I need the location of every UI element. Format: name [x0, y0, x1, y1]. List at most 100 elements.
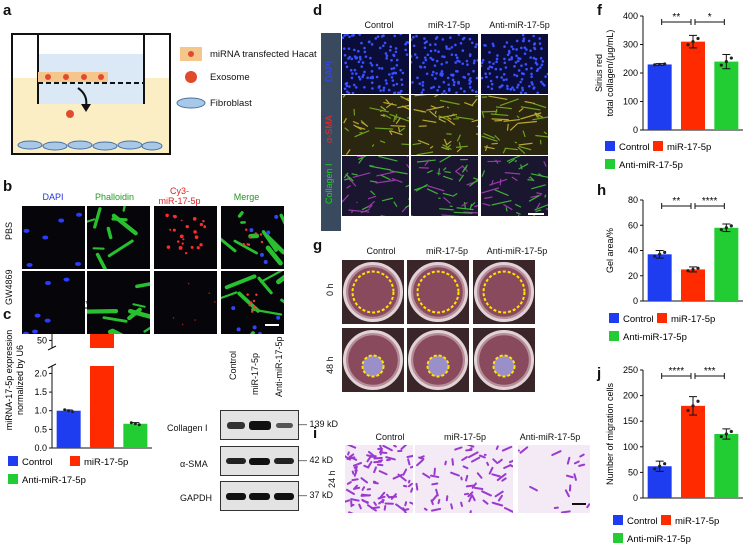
datapoint-2-2 — [137, 423, 141, 427]
y-tick-label-2: 1.0 — [34, 406, 47, 416]
datapoint-2-1 — [724, 432, 728, 436]
g-tile-r1-c2 — [473, 328, 535, 392]
y-axis-label-1: normalized by U6 — [15, 345, 25, 415]
e-size-139-text: 139 kD — [309, 419, 339, 429]
panel-label-c: c — [3, 306, 12, 323]
bar-control — [647, 254, 672, 301]
legend-hacat: miRNA transfected Hacat — [210, 49, 317, 60]
b-tile-r0-c0 — [22, 206, 85, 269]
datapoint-1-1 — [691, 404, 695, 408]
g-tile-r1-c0 — [342, 328, 404, 392]
g-col-control: Control — [366, 246, 396, 256]
chart-j: 0 50 100 150 200 250 Number of migration cells… — [605, 365, 743, 545]
g-row-48h: 48 h — [325, 356, 335, 374]
datapoint-1-0 — [686, 43, 690, 47]
legend-exosome: Exosome — [210, 72, 250, 83]
legend-swatch-2 — [613, 533, 623, 543]
legend-swatch-2 — [8, 474, 18, 484]
i-tile-c1 — [415, 445, 513, 513]
blot-gapdh — [220, 481, 299, 511]
legend-swatch-2 — [605, 159, 615, 169]
legend-swatch-1 — [661, 515, 671, 525]
y-tick-label-4: 2.0 — [34, 368, 47, 378]
chart-f: 0 100 200 300 400 Sirius red total collagen/(μ… — [595, 11, 743, 171]
bar-anti-mir-17-5p — [714, 434, 739, 498]
d-tile-r2-c1 — [411, 156, 478, 216]
legend-swatch-1 — [657, 313, 667, 323]
legend-swatch-2 — [609, 331, 619, 341]
g-row-0h: 0 h — [325, 283, 335, 296]
y-tick-label-3: 60 — [628, 220, 638, 230]
panel-label-b: b — [3, 178, 13, 195]
datapoint-2-0 — [719, 63, 723, 67]
d-tile-r0-c0 — [342, 34, 409, 94]
bar-2 — [123, 423, 148, 448]
datapoint-0-1 — [658, 62, 662, 67]
sig-label-0: **** — [669, 366, 685, 377]
datapoint-2-2 — [729, 56, 733, 60]
y-axis-label-0: Sirius red — [595, 54, 604, 92]
transwell-schematic — [11, 33, 206, 155]
e-row-gapdh: GAPDH — [180, 493, 213, 503]
axis-break-mark-2 — [47, 363, 57, 369]
d-tile-r2-c0 — [342, 156, 409, 216]
d-tile-r1-c0 — [342, 95, 409, 155]
e-size-37-text: 37 kD — [309, 490, 334, 500]
legend-label-1: miR-17-5p — [675, 516, 719, 527]
y-tick-label-3: 300 — [623, 40, 638, 50]
b-col-cy3: Cy3- miR-17-5p — [158, 186, 201, 206]
panel-label-j: j — [597, 365, 602, 382]
bar-control — [647, 64, 672, 130]
b-tile-r0-c1 — [87, 206, 150, 269]
blot-asma — [220, 446, 299, 476]
legend-swatch-0 — [613, 515, 623, 525]
datapoint-0-1 — [658, 252, 662, 256]
datapoint-2-0 — [719, 434, 723, 439]
y-axis-label-0: Gel area/% — [605, 228, 615, 273]
g-tile-r0-c2 — [473, 260, 535, 324]
b-tile-r0-c2 — [154, 206, 217, 269]
legend-label-1: miR-17-5p — [671, 314, 715, 325]
legend-label-0: Control — [22, 457, 53, 468]
sig-label-0: **** — [78, 300, 94, 310]
e-size-42: — 42 kD — [298, 455, 334, 465]
legend-swatch-0 — [8, 456, 18, 466]
sig-label-0: ** — [672, 196, 680, 207]
datapoint-2-2 — [729, 429, 733, 434]
panel-label-g: g — [313, 237, 323, 254]
g-tile-r0-c1 — [407, 260, 469, 324]
d-tile-r0-c1 — [411, 34, 478, 94]
panel-label-a: a — [3, 2, 12, 19]
datapoint-1-1 — [691, 40, 695, 44]
legend-label-2: Anti-miR-17-5p — [22, 475, 86, 486]
i-row-24h: 24 h — [327, 470, 337, 488]
datapoint-0-2 — [663, 250, 667, 254]
y-tick-label-2: 40 — [628, 246, 638, 256]
bar-anti-mir-17-5p — [714, 61, 739, 130]
datapoint-0-0 — [653, 63, 657, 67]
datapoint-1-0 — [686, 269, 690, 273]
panel-label-f: f — [597, 2, 602, 19]
b-tile-r1-c2 — [154, 271, 217, 334]
d-tile-r2-c2 — [481, 156, 548, 216]
d-col-anti: Anti-miR-17-5p — [489, 20, 550, 30]
datapoint-0-2 — [663, 62, 667, 66]
g-col-mir: miR-17-5p — [425, 246, 468, 256]
datapoint-1-2 — [696, 266, 700, 270]
d-tile-r0-c2 — [481, 34, 548, 94]
d-scale-bar — [528, 213, 544, 215]
datapoint-1-0 — [686, 408, 690, 413]
legend-label-0: Control — [619, 142, 650, 153]
legend-label-2: Anti-miR-17-5p — [623, 332, 687, 343]
bar-mir-17-5p — [681, 41, 705, 130]
i-scale-bar — [572, 503, 586, 505]
y-tick-label-4: 80 — [628, 195, 638, 205]
legend-label-2: Anti-miR-17-5p — [619, 160, 683, 171]
panel-label-h: h — [597, 182, 607, 199]
g-tile-r0-c0 — [342, 260, 404, 324]
bar-mir-17-5p — [681, 405, 705, 498]
b-col-merge: Merge — [233, 192, 260, 202]
sig-label-1: * — [708, 12, 712, 23]
y-tick-label-0: 0 — [633, 296, 638, 306]
legend-swatch-0 — [609, 313, 619, 323]
